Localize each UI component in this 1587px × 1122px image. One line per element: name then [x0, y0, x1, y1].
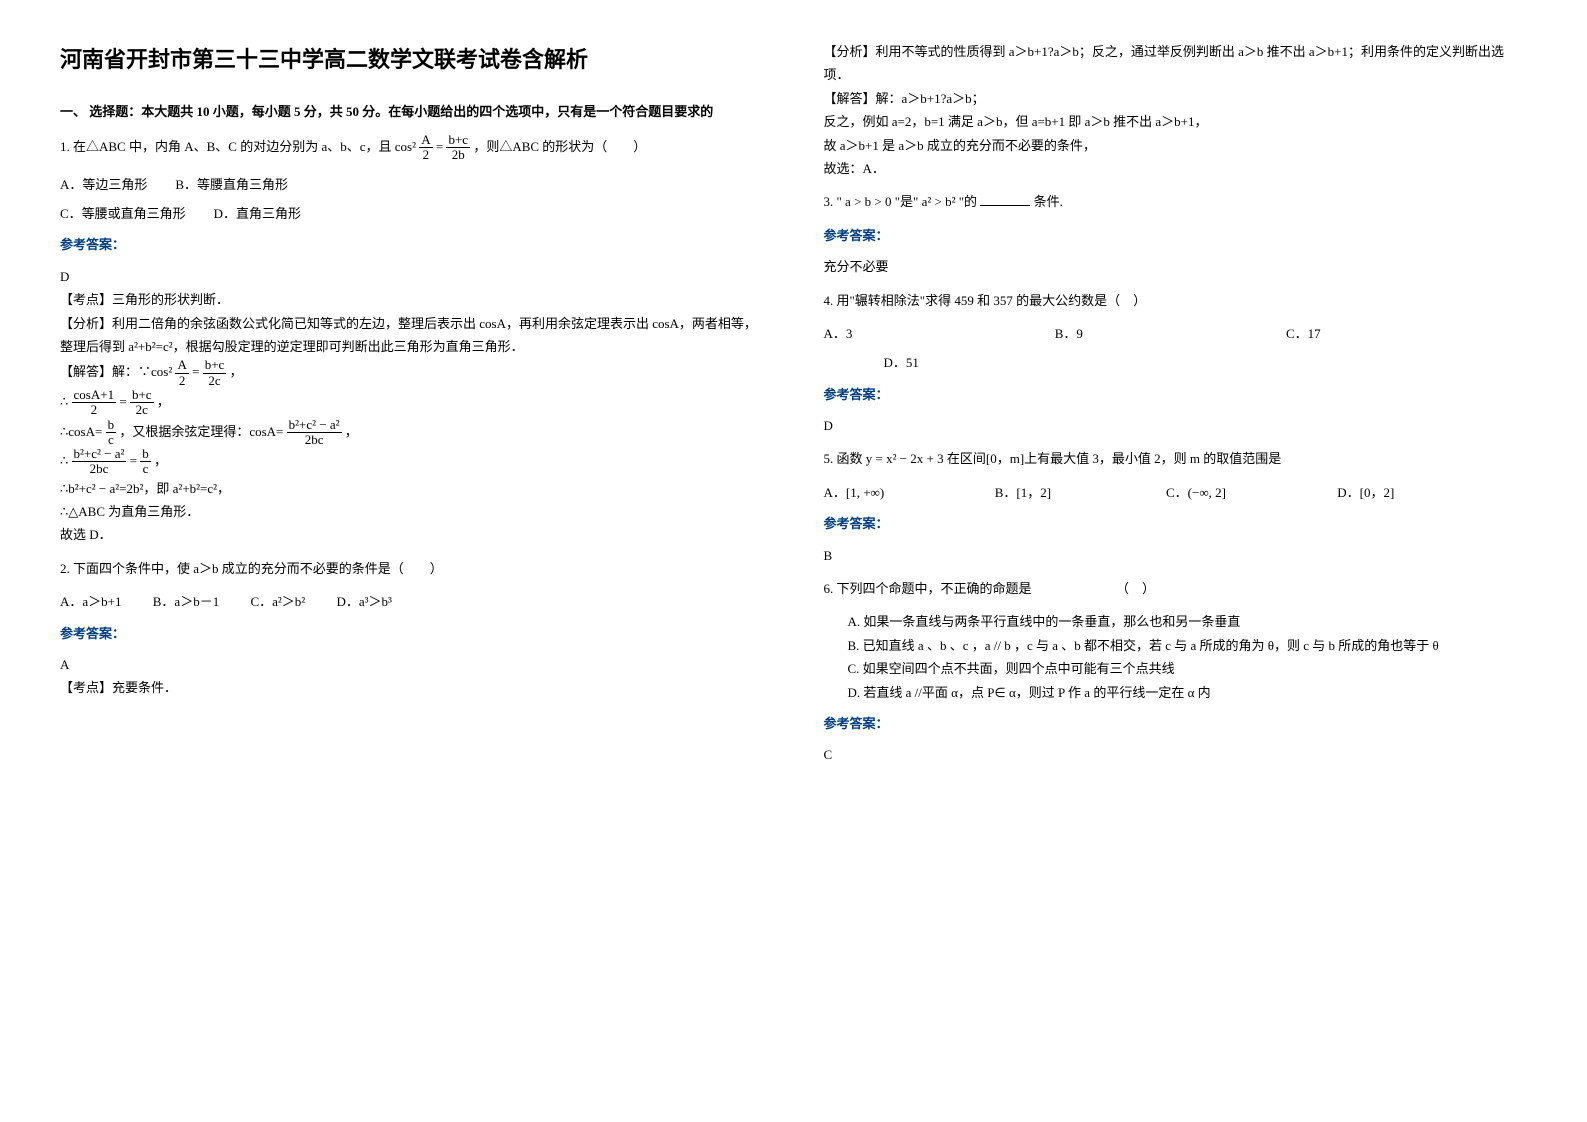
question-1: 1. 在△ABC 中，内角 A、B、C 的对边分别为 a、b、c，且 cos² … [60, 133, 764, 163]
q3-answer-head: 参考答案： [824, 224, 1528, 247]
q1-jieda-line5: ∴b²+c² − a²=2b²，即 a²+b²=c²， [60, 477, 764, 500]
question-3: 3. " a > b > 0 "是" a² > b² "的 条件. [824, 190, 1528, 213]
q6-answer: C [824, 743, 1528, 766]
q4-optB: B．9 [1055, 322, 1255, 345]
q4-optC: C．17 [1286, 322, 1321, 345]
q6-answer-head: 参考答案： [824, 712, 1528, 735]
q6-optB: B. 已知直线 a 、b 、c ，a // b ，c 与 a 、b 都不相交，若… [824, 634, 1528, 657]
q3-answer: 充分不必要 [824, 255, 1528, 278]
q5-opts: A．[1, +∞) B．[1，2] C．(−∞, 2] D．[0，2] [824, 481, 1528, 504]
q5-optC: C．(−∞, 2] [1166, 481, 1306, 504]
q2-jieda2: 反之，例如 a=2，b=1 满足 a＞b，但 a=b+1 即 a＞b 推不出 a… [824, 110, 1528, 133]
q4-answer-head: 参考答案： [824, 383, 1528, 406]
q2-jieda4: 故选：A． [824, 157, 1528, 180]
q2-optD: D．a³＞b³ [336, 590, 391, 613]
q5-answer: B [824, 544, 1528, 567]
q1-kaodian: 【考点】三角形的形状判断． [60, 288, 764, 311]
q1-jieda-line7: 故选 D． [60, 523, 764, 546]
section-head: 一、 选择题：本大题共 10 小题，每小题 5 分，共 50 分。在每小题给出的… [60, 100, 764, 123]
q2-opts: A．a＞b+1 B．a＞b－1 C．a²＞b² D．a³＞b³ [60, 590, 764, 613]
q1-stem-post: ，则△ABC 的形状为（ ） [473, 139, 646, 154]
q6-optD: D. 若直线 a //平面 α，点 P∈ α，则过 P 作 a 的平行线一定在 … [824, 681, 1528, 704]
q1-jieda-line2: ∴ cosA+12 = b+c2c ， [60, 388, 764, 418]
q1-opts-row2: C．等腰或直角三角形 D．直角三角形 [60, 202, 764, 225]
q1-optD: D．直角三角形 [214, 202, 301, 225]
q1-jieda-line6: ∴△ABC 为直角三角形． [60, 500, 764, 523]
q2-kaodian: 【考点】充要条件． [60, 676, 764, 699]
q1-stem-pre: 1. 在△ABC 中，内角 A、B、C 的对边分别为 a、b、c，且 cos² [60, 139, 416, 154]
left-column: 河南省开封市第三十三中学高二数学文联考试卷含解析 一、 选择题：本大题共 10 … [60, 40, 764, 767]
q1-answer: D [60, 265, 764, 288]
q2-optC: C．a²＞b² [250, 590, 305, 613]
q1-optC: C．等腰或直角三角形 [60, 202, 186, 225]
q2-jieda3: 故 a＞b+1 是 a＞b 成立的充分而不必要的条件， [824, 134, 1528, 157]
q2-optB: B．a＞b－1 [153, 590, 219, 613]
question-2-stem: 2. 下面四个条件中，使 a＞b 成立的充分而不必要的条件是（ ） [60, 557, 764, 580]
q3-stem-post: 条件. [1034, 194, 1063, 209]
q1-fenxi: 【分析】利用二倍角的余弦函数公式化简已知等式的左边，整理后表示出 cosA，再利… [60, 312, 764, 359]
q1-opts-row1: A．等边三角形 B．等腰直角三角形 [60, 173, 764, 196]
q4-opts-row1: A．3 B．9 C．17 [824, 322, 1528, 345]
q1-frac2: b+c 2b [446, 133, 470, 163]
q5-answer-head: 参考答案： [824, 512, 1528, 535]
q4-optA: A．3 [824, 322, 1024, 345]
q5-optA: A．[1, +∞) [824, 481, 964, 504]
q3-stem-pre: 3. " a > b > 0 "是" a² > b² "的 [824, 194, 978, 209]
question-5-stem: 5. 函数 y = x² − 2x + 3 在区间[0，m]上有最大值 3，最小… [824, 447, 1528, 470]
q4-opts-row2: D．51 [824, 351, 1528, 374]
q4-answer: D [824, 414, 1528, 437]
q1-jieda-line1: 【解答】解：∵cos² A2 = b+c2c ， [60, 358, 764, 388]
q6-optC: C. 如果空间四个点不共面，则四个点中可能有三个点共线 [824, 657, 1528, 680]
q5-optD: D．[0，2] [1337, 481, 1394, 504]
q2-answer-head: 参考答案： [60, 622, 764, 645]
right-column: 【分析】利用不等式的性质得到 a＞b+1?a＞b；反之，通过举反例判断出 a＞b… [824, 40, 1528, 767]
q3-blank [980, 192, 1030, 206]
q1-jieda-line4: ∴ b²+c² − a²2bc = bc ， [60, 447, 764, 477]
doc-title: 河南省开封市第三十三中学高二数学文联考试卷含解析 [60, 40, 764, 80]
q2-jieda1: 【解答】解：a＞b+1?a＞b； [824, 87, 1528, 110]
q1-optB: B．等腰直角三角形 [175, 173, 288, 196]
q4-optD: D．51 [884, 351, 919, 374]
q6-optA: A. 如果一条直线与两条平行直线中的一条垂直，那么也和另一条垂直 [824, 610, 1528, 633]
q1-answer-head: 参考答案： [60, 233, 764, 256]
q1-jieda-line3: ∴cosA= bc ，又根据余弦定理得：cosA= b²+c² − a²2bc … [60, 418, 764, 448]
question-6-stem: 6. 下列四个命题中，不正确的命题是 （ ） [824, 577, 1528, 600]
q5-optB: B．[1，2] [995, 481, 1135, 504]
q1-optA: A．等边三角形 [60, 173, 147, 196]
q2-answer: A [60, 653, 764, 676]
q2-fenxi: 【分析】利用不等式的性质得到 a＞b+1?a＞b；反之，通过举反例判断出 a＞b… [824, 40, 1528, 87]
q1-mid: = [436, 139, 447, 154]
q1-frac1: A 2 [419, 133, 432, 163]
question-4-stem: 4. 用"辗转相除法"求得 459 和 357 的最大公约数是（ ） [824, 289, 1528, 312]
q2-optA: A．a＞b+1 [60, 590, 122, 613]
